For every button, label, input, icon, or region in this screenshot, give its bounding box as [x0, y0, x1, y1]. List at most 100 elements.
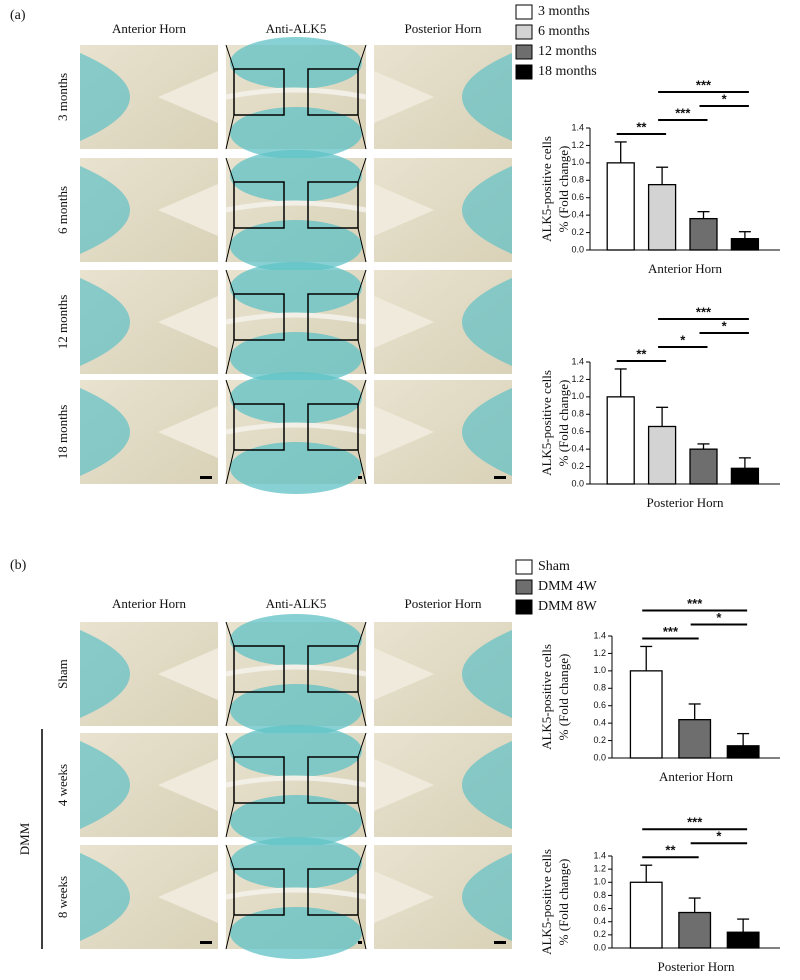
joint-space	[225, 887, 367, 900]
y-tick-label: 1.4	[593, 630, 606, 640]
cartilage	[80, 741, 130, 829]
y-tick-label: 0.4	[571, 444, 584, 454]
zoom-box	[233, 756, 285, 804]
histology-image	[374, 622, 512, 726]
zoom-line	[357, 44, 367, 70]
zoom-box	[307, 293, 359, 341]
zoom-line	[225, 44, 235, 70]
bar	[726, 931, 760, 949]
y-axis-label: ALK5-positive cells	[539, 644, 554, 750]
cartilage	[462, 853, 512, 941]
y-axis-label: ALK5-positive cells	[539, 370, 554, 476]
zoom-line	[225, 621, 235, 647]
zoom-line	[225, 227, 235, 263]
row-label: 8 weeks	[55, 876, 70, 918]
cartilage	[230, 837, 362, 889]
y-tick-label: 0.2	[571, 227, 584, 237]
y-tick-label: 0.0	[571, 244, 584, 254]
histology-image	[225, 725, 367, 847]
zoom-line	[357, 914, 367, 950]
cartilage	[80, 166, 130, 254]
bar	[730, 467, 760, 485]
zoom-line	[225, 114, 235, 150]
significance-label: *	[722, 91, 728, 106]
meniscus	[374, 406, 434, 458]
bar	[647, 183, 677, 251]
histology-image	[225, 150, 367, 272]
joint-space	[225, 422, 367, 435]
y-tick-label: 0.0	[593, 942, 606, 952]
zoom-line	[357, 157, 367, 183]
cartilage	[80, 630, 130, 718]
zoom-line	[357, 691, 367, 727]
zoom-line	[357, 379, 367, 405]
meniscus	[158, 759, 218, 811]
zoom-box	[307, 645, 359, 693]
legend-label: 6 months	[538, 24, 590, 39]
cartilage	[230, 684, 362, 736]
histology-image	[80, 158, 218, 262]
y-tick-label: 1.2	[571, 374, 584, 384]
zoom-line	[225, 691, 235, 727]
bar	[678, 719, 712, 759]
legend-swatch	[515, 579, 533, 595]
row-label: 12 months	[55, 295, 70, 350]
y-tick-label: 0.4	[593, 916, 606, 926]
cartilage	[462, 278, 512, 366]
meniscus	[374, 184, 434, 236]
legend-swatch	[515, 64, 533, 80]
scale-bar	[358, 941, 362, 944]
y-axis-label: % (Fold change)	[556, 654, 571, 741]
histology-image	[374, 270, 512, 374]
meniscus	[158, 71, 218, 123]
y-tick-label: 1.2	[593, 864, 606, 874]
significance-label: *	[722, 318, 728, 333]
zoom-line	[225, 914, 235, 950]
zoom-box	[233, 181, 285, 229]
zoom-box	[307, 756, 359, 804]
legend-swatch	[515, 599, 533, 615]
y-tick-label: 0.6	[593, 903, 606, 913]
histology-image	[80, 733, 218, 837]
y-axis-label: ALK5-positive cells	[539, 136, 554, 242]
histology-image	[80, 270, 218, 374]
cartilage	[462, 630, 512, 718]
significance-label: **	[636, 346, 647, 361]
y-tick-label: 0.6	[593, 700, 606, 710]
y-tick-label: 0.8	[571, 175, 584, 185]
y-tick-label: 0.6	[571, 192, 584, 202]
histology-image	[225, 262, 367, 384]
cartilage	[230, 614, 362, 666]
y-axis-label: ALK5-positive cells	[539, 849, 554, 955]
meniscus	[158, 871, 218, 923]
joint-space	[225, 200, 367, 213]
y-axis-label: % (Fold change)	[556, 380, 571, 467]
column-header: Posterior Horn	[405, 21, 482, 36]
zoom-box	[233, 403, 285, 451]
zoom-box	[307, 68, 359, 116]
histology-image	[374, 845, 512, 949]
meniscus	[374, 759, 434, 811]
zoom-line	[357, 114, 367, 150]
row-label: 18 months	[55, 405, 70, 460]
legend-label: DMM 4W	[538, 579, 598, 594]
significance-label: *	[680, 332, 686, 347]
bar	[606, 396, 635, 485]
meniscus	[158, 648, 218, 700]
meniscus	[158, 296, 218, 348]
x-axis-label: Anterior Horn	[659, 769, 734, 784]
zoom-line	[357, 227, 367, 263]
cartilage	[80, 278, 130, 366]
y-tick-label: 0.8	[571, 409, 584, 419]
significance-label: **	[636, 119, 647, 134]
cartilage	[80, 53, 130, 141]
histology-image	[374, 733, 512, 837]
significance-label: ***	[687, 596, 703, 611]
y-tick-label: 1.0	[593, 877, 606, 887]
bar	[629, 881, 663, 949]
y-tick-label: 1.0	[571, 391, 584, 401]
zoom-line	[225, 732, 235, 758]
y-axis-label: % (Fold change)	[556, 859, 571, 946]
significance-label: ***	[675, 105, 691, 120]
cartilage	[230, 795, 362, 847]
